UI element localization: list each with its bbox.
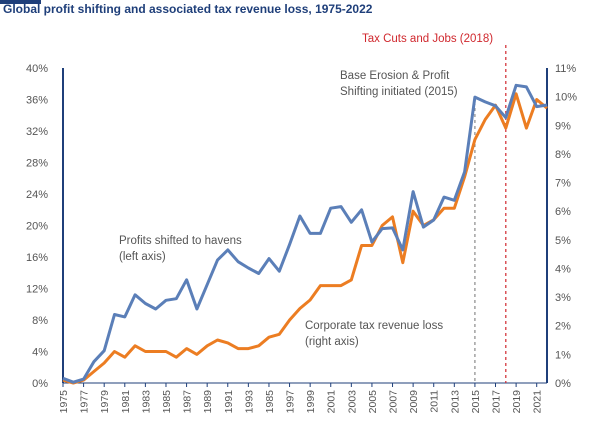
y-left-tick-label: 12% <box>26 284 48 296</box>
y-right-tick-label: 10% <box>555 92 577 104</box>
x-tick-label: 2005 <box>367 390 379 414</box>
x-tick-label: 2009 <box>408 390 420 414</box>
y-left-tick-label: 20% <box>26 221 48 233</box>
x-tick-label: 1997 <box>285 390 297 414</box>
title-accent-bar <box>0 0 41 4</box>
tax-revenue-loss-line <box>62 92 548 385</box>
x-tick-label: 2015 <box>470 390 482 414</box>
x-tick-label: 1999 <box>305 390 317 414</box>
tax-series-label: Corporate tax revenue loss <box>305 320 443 332</box>
x-tick-label: 1991 <box>223 390 235 414</box>
x-tick-label: 1983 <box>140 390 152 414</box>
x-tick-label: 2019 <box>511 390 523 414</box>
x-tick-label: 2013 <box>449 390 461 414</box>
x-tick-label: 1993 <box>243 390 255 414</box>
y-right-tick-label: 7% <box>555 178 571 190</box>
y-right-tick-label: 9% <box>555 120 571 132</box>
x-tick-label: 1975 <box>58 390 70 414</box>
x-tick-label: 2021 <box>532 390 544 414</box>
y-right-tick-label: 5% <box>555 235 571 247</box>
y-left-tick-label: 0% <box>32 378 48 390</box>
x-tick-label: 1987 <box>182 390 194 414</box>
y-left-tick-label: 32% <box>26 126 48 138</box>
x-tick-label: 2003 <box>346 390 358 414</box>
y-left-tick-label: 16% <box>26 252 48 264</box>
chart-title: Global profit shifting and associated ta… <box>3 2 373 16</box>
tcja-annotation: Tax Cuts and Jobs (2018) <box>362 33 493 45</box>
x-tick-label: 2017 <box>491 390 503 414</box>
y-right-tick-label: 8% <box>555 149 571 161</box>
beps-annotation-line2: Shifting initiated (2015) <box>340 86 458 98</box>
profits-shifted-line <box>62 83 548 384</box>
profits-series-label: Profits shifted to havens <box>119 235 242 247</box>
x-tick-label: 2007 <box>388 390 400 414</box>
annotations: Profits shifted to havens (left axis) Corp… <box>119 33 493 348</box>
beps-annotation-line1: Base Erosion & Profit <box>340 70 450 82</box>
y-left-tick-label: 28% <box>26 158 48 170</box>
x-tick-label: 1985 <box>264 390 276 414</box>
x-tick-label: 1985 <box>161 390 173 414</box>
x-tick-label: 2011 <box>429 390 441 413</box>
y-left-tick-label: 40% <box>26 63 48 75</box>
y-right-tick-label: 11% <box>555 63 576 75</box>
axes: 0% 4% 8% 12% 16% 20% 24% 28% 32% 36% 40% 0% 1% 2% 3% 4%… <box>26 63 577 413</box>
y-right-tick-label: 4% <box>555 263 571 275</box>
profits-series-axis-note: (left axis) <box>119 251 166 263</box>
y-left-tick-label: 24% <box>26 189 48 201</box>
y-left-tick-label: 8% <box>32 315 48 327</box>
x-tick-label: 1989 <box>202 390 214 414</box>
y-right-tick-label: 1% <box>555 349 571 361</box>
x-tick-label: 1981 <box>120 390 132 414</box>
y-right-tick-label: 2% <box>555 321 571 333</box>
x-tick-label: 1977 <box>79 390 91 414</box>
y-right-tick-label: 0% <box>555 378 571 390</box>
x-tick-label: 2001 <box>326 390 338 414</box>
x-tick-label: 1979 <box>99 390 111 414</box>
y-right-tick-label: 6% <box>555 206 571 218</box>
y-left-tick-label: 36% <box>26 95 48 107</box>
y-right-tick-label: 3% <box>555 292 571 304</box>
data-series <box>62 83 548 385</box>
reference-lines <box>474 45 507 383</box>
tax-series-axis-note: (right axis) <box>305 336 359 348</box>
y-left-tick-label: 4% <box>32 347 48 359</box>
